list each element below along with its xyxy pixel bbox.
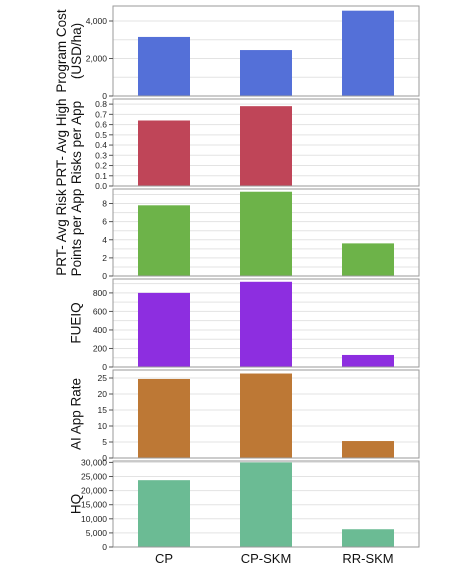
y-axis-label: Risks per App: [69, 101, 84, 184]
y-tick-label: 600: [93, 306, 107, 316]
bar-rr-skm: [342, 529, 394, 547]
y-axis-label: HQ: [69, 494, 84, 514]
y-tick-label: 2: [102, 253, 107, 263]
bar-cp-skm: [240, 281, 292, 367]
y-tick-label: 20,000: [81, 486, 107, 496]
bar-rr-skm: [342, 441, 394, 458]
y-axis-label: (USD/ha): [69, 23, 84, 79]
bar-cp: [138, 378, 190, 458]
y-tick-label: 4,000: [86, 16, 108, 26]
y-tick-label: 0: [102, 542, 107, 552]
bar-cp-skm: [240, 106, 292, 186]
y-tick-label: 25: [98, 373, 108, 383]
y-axis-label: AI App Rate: [69, 378, 84, 450]
x-tick-label: RR-SKM: [342, 551, 393, 566]
y-tick-label: 5: [102, 437, 107, 447]
bar-cp: [138, 205, 190, 276]
y-axis-label: FUEIQ: [69, 302, 84, 343]
bar-rr-skm: [342, 354, 394, 367]
bar-rr-skm: [342, 243, 394, 276]
panel-5: 0 5 10 15 20 25 AI App Rate: [69, 369, 420, 463]
panel-2: 0.00.10.20.30.40.50.60.70.8 PRT- Avg High…: [54, 98, 420, 191]
panel-frame: [112, 369, 420, 459]
y-tick-label: 0.3: [95, 150, 107, 160]
y-tick-label: 0.2: [95, 161, 107, 171]
y-tick-label: 20: [98, 389, 108, 399]
y-tick-label: 30,000: [81, 457, 107, 467]
y-tick-label: 0.6: [95, 120, 107, 130]
bar-cp-skm: [240, 373, 292, 458]
y-tick-label: 10,000: [81, 514, 107, 524]
y-axis-label: Points per App: [69, 189, 84, 277]
x-tick-label: CP-SKM: [241, 551, 292, 566]
y-axis-label: PRT- Avg Risk: [54, 189, 69, 276]
y-tick-label: 0: [102, 453, 107, 463]
y-tick-label: 5,000: [86, 528, 108, 538]
y-tick-label: 0: [102, 91, 107, 101]
y-tick-label: 2,000: [86, 54, 108, 64]
y-axis-label: PRT- Avg High: [54, 98, 69, 186]
panel-6: 0 5,000 10,000 15,000 20,000 25,000 30,000 HQ: [69, 457, 420, 552]
panel-frame: [112, 460, 420, 548]
y-tick-label: 0.8: [95, 99, 107, 109]
y-tick-label: 0.7: [95, 109, 107, 119]
bar-rr-skm: [342, 10, 394, 96]
y-tick-label: 4: [102, 235, 107, 245]
bar-cp-skm: [240, 462, 292, 547]
x-tick-label: CP: [155, 551, 173, 566]
panel-1: 0 2,000 4,000 Program Cost (USD/ha): [54, 5, 420, 101]
y-tick-label: 0.0: [95, 181, 107, 191]
y-tick-label: 0: [102, 362, 107, 372]
bar-cp-skm: [240, 191, 292, 276]
y-tick-label: 0.5: [95, 130, 107, 140]
panel-frame: [112, 188, 420, 277]
bar-cp: [138, 120, 190, 186]
panel-frame: [112, 98, 420, 187]
y-tick-label: 0.1: [95, 171, 107, 181]
bar-cp: [138, 480, 190, 547]
y-tick-label: 15: [98, 405, 108, 415]
y-tick-label: 0: [102, 271, 107, 281]
y-tick-label: 10: [98, 421, 108, 431]
y-tick-label: 400: [93, 325, 107, 335]
y-tick-label: 15,000: [81, 500, 107, 510]
y-tick-label: 8: [102, 199, 107, 209]
y-tick-label: 0.4: [95, 140, 107, 150]
panel-frame: [112, 278, 420, 368]
bar-cp: [138, 36, 190, 96]
bar-cp: [138, 292, 190, 367]
bar-cp-skm: [240, 50, 292, 96]
y-axis-label: Program Cost: [54, 9, 69, 93]
y-tick-label: 800: [93, 288, 107, 298]
panel-3: 0 2 4 6 8 PRT- Avg Risk Points per App: [54, 188, 420, 281]
y-tick-label: 6: [102, 217, 107, 227]
panel-4: 0 200 400 600 800 FUEIQ: [69, 278, 420, 372]
y-tick-label: 25,000: [81, 472, 107, 482]
panel-frame: [112, 5, 420, 97]
y-tick-label: 200: [93, 343, 107, 353]
